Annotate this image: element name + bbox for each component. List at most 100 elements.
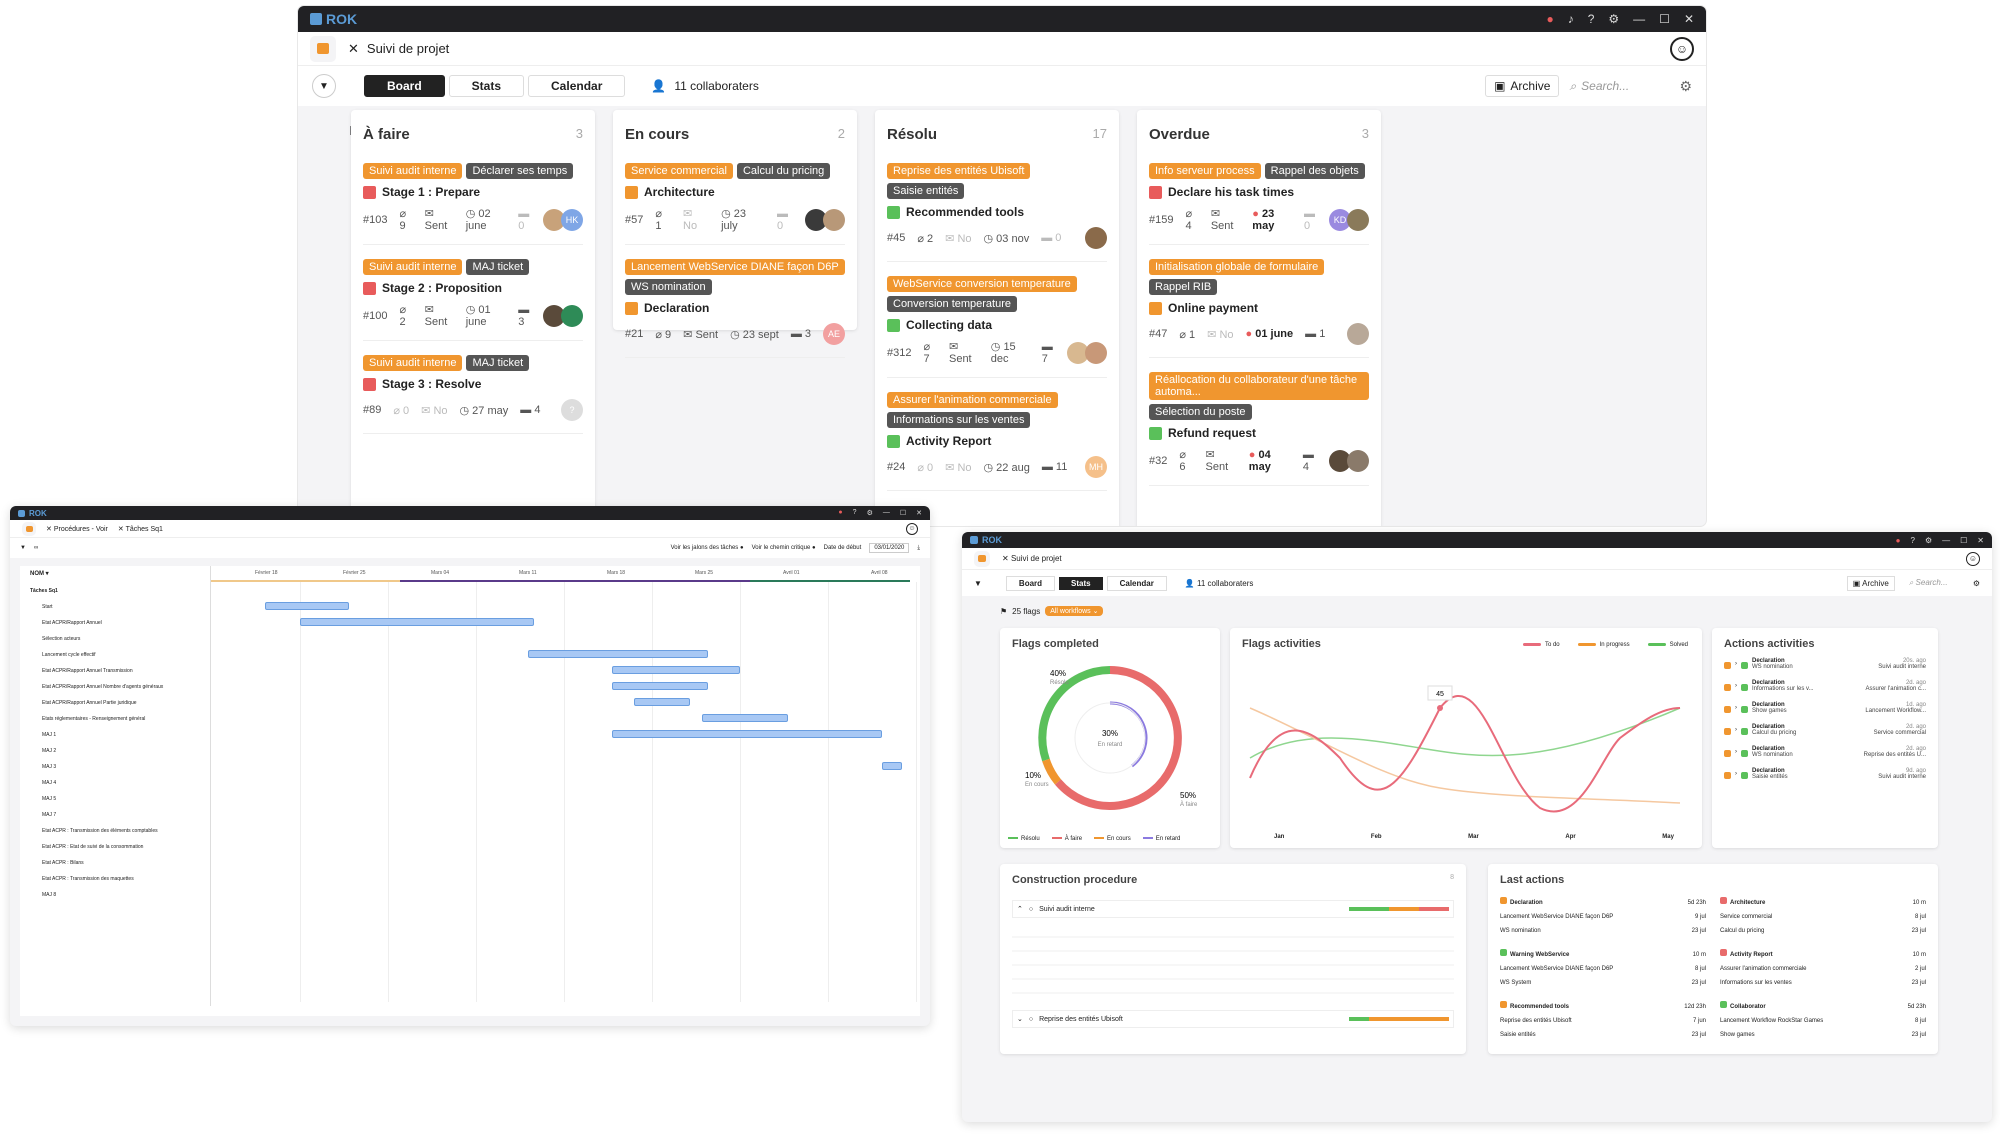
task-card[interactable]: WebService conversion temperature Convers…: [887, 272, 1107, 378]
task-tag[interactable]: Sélection du poste: [1149, 404, 1252, 420]
gantt-row-label[interactable]: Etat ACPR/Rapport Annuel Nombre d'agents…: [42, 684, 164, 690]
gantt-row-label[interactable]: Start: [42, 604, 53, 610]
procedure-row[interactable]: ⌃ ○ Suivi audit interne: [1012, 900, 1454, 918]
gantt-bar[interactable]: [612, 730, 882, 738]
help-icon[interactable]: ?: [1910, 535, 1915, 545]
settings-icon[interactable]: ⚙: [1679, 77, 1692, 94]
task-card[interactable]: Info serveur process Rappel des objets Dec…: [1149, 159, 1369, 245]
view-calendar-button[interactable]: Calendar: [1106, 575, 1167, 591]
gantt-row-label[interactable]: MAJ 2: [42, 748, 57, 754]
action-item[interactable]: › Declaration 20s. ago WS nomination Suivi a…: [1724, 658, 1926, 670]
task-tag[interactable]: MAJ ticket: [466, 355, 530, 371]
last-action-item[interactable]: Declaration 5d 23h Lancement WebService DI…: [1500, 896, 1706, 938]
task-tag[interactable]: Calcul du pricing: [736, 163, 831, 179]
gantt-row-label[interactable]: Etat ACPR : Transmission des éléments co…: [42, 828, 158, 834]
task-card[interactable]: Réallocation du collaborateur d'une tâch…: [1149, 368, 1369, 486]
workflow-tag[interactable]: Réallocation du collaborateur d'une tâch…: [1149, 372, 1369, 400]
help-icon[interactable]: ?: [852, 509, 857, 516]
gantt-row-label[interactable]: MAJ 7: [42, 812, 57, 818]
task-tag[interactable]: Déclarer ses temps: [466, 163, 574, 179]
workflow-tag[interactable]: Info serveur process: [1149, 163, 1261, 179]
app-icon[interactable]: [22, 521, 36, 536]
gantt-bar[interactable]: [265, 602, 349, 610]
task-tag[interactable]: Rappel RIB: [1149, 279, 1218, 295]
date-input[interactable]: 03/01/2020: [869, 543, 910, 553]
task-card[interactable]: Service commercial Calcul du pricing Archi…: [625, 159, 845, 245]
avatar[interactable]: [1085, 227, 1107, 249]
view-calendar-button[interactable]: Calendar: [528, 75, 626, 97]
view-board-button[interactable]: Board: [364, 75, 445, 97]
tab-taches[interactable]: ✕ Tâches Sq1: [117, 525, 163, 533]
action-item[interactable]: › Declaration 2d. ago Informations sur les …: [1724, 680, 1926, 692]
archive-button[interactable]: ▣ Archive: [1846, 575, 1895, 591]
col-header[interactable]: NOM ▾: [30, 571, 49, 577]
filter-icon[interactable]: ▼: [974, 578, 982, 588]
gantt-bar[interactable]: [528, 650, 708, 658]
task-card[interactable]: Initialisation globale de formulaire Rapp…: [1149, 255, 1369, 358]
app-icon[interactable]: [310, 35, 336, 62]
avatar[interactable]: AE: [823, 323, 845, 345]
gantt-row-label[interactable]: MAJ 5: [42, 796, 57, 802]
task-tag[interactable]: Conversion temperature: [887, 296, 1018, 312]
avatar[interactable]: [543, 208, 566, 231]
workflow-tag[interactable]: Service commercial: [625, 163, 733, 179]
task-card[interactable]: Lancement WebService DIANE façon D6P WS n…: [625, 255, 845, 358]
user-avatar-icon[interactable]: ☺: [1966, 551, 1980, 566]
avatar[interactable]: [1347, 449, 1369, 472]
gantt-bar[interactable]: [634, 698, 690, 706]
avatar[interactable]: [805, 208, 827, 231]
user-avatar-icon[interactable]: ☺: [906, 522, 918, 535]
avatar[interactable]: ?: [561, 399, 583, 421]
maximize-icon[interactable]: ☐: [1960, 535, 1968, 545]
last-action-item[interactable]: Warning WebService 10 m Lancement WebServi…: [1500, 948, 1706, 990]
last-action-item[interactable]: Activity Report 10 m Assurer l'animation c…: [1720, 948, 1926, 990]
view-stats-button[interactable]: Stats: [1059, 576, 1103, 590]
search-input[interactable]: ⌕ Search...: [1569, 75, 1669, 97]
task-card[interactable]: Suivi audit interne MAJ ticket Stage 3 : R…: [363, 351, 583, 434]
tab-suivi[interactable]: ✕ Suivi de projet: [1002, 554, 1062, 563]
workflow-tag[interactable]: Suivi audit interne: [363, 163, 463, 179]
avatar[interactable]: [1347, 323, 1369, 345]
action-item[interactable]: › Declaration 9d. ago Saisie entités Suivi a…: [1724, 768, 1926, 780]
gantt-bar[interactable]: [612, 666, 740, 674]
gantt-row-label[interactable]: Etat ACPR : Etat de suivi de la consomma…: [42, 844, 144, 850]
close-tab-icon[interactable]: ✕: [348, 40, 359, 56]
close-icon[interactable]: ✕: [1977, 535, 1984, 545]
help-icon[interactable]: ?: [1587, 12, 1595, 26]
gantt-row-label[interactable]: Lancement cycle effectif: [42, 652, 96, 658]
gantt-row-label[interactable]: Etat ACPR/Rapport Annuel Transmission: [42, 668, 133, 674]
mic-icon[interactable]: ♪: [1567, 12, 1574, 26]
task-tag[interactable]: Rappel des objets: [1264, 163, 1365, 179]
task-card[interactable]: Suivi audit interne MAJ ticket Stage 2 : P…: [363, 255, 584, 341]
action-item[interactable]: › Declaration 1d. ago Show games Lancement W…: [1724, 702, 1926, 714]
alert-icon[interactable]: ●: [1895, 535, 1901, 545]
workflow-tag[interactable]: WebService conversion temperature: [887, 276, 1077, 292]
task-card[interactable]: Reprise des entités Ubisoft Saisie entité…: [887, 159, 1107, 262]
user-avatar-icon[interactable]: ☺: [1670, 36, 1694, 61]
avatar[interactable]: [543, 304, 566, 327]
task-tag[interactable]: Informations sur les ventes: [887, 412, 1031, 428]
gear-icon[interactable]: ⚙: [1924, 535, 1933, 545]
close-icon[interactable]: ✕: [1683, 12, 1694, 26]
last-action-item[interactable]: Architecture 10 m Service commercial 8 jul C…: [1720, 896, 1926, 938]
last-action-item[interactable]: Recommended tools 12d 23h Reprise des enti…: [1500, 1000, 1706, 1042]
gear-icon[interactable]: ⚙: [866, 510, 873, 517]
minimize-icon[interactable]: —: [1942, 535, 1951, 545]
action-item[interactable]: › Declaration 2d. ago Calcul du pricing Serv…: [1724, 724, 1926, 736]
tab-suivi[interactable]: ✕ Suivi de projet: [348, 41, 449, 57]
gantt-bar[interactable]: [882, 762, 902, 770]
gantt-row-label[interactable]: MAJ 8: [42, 892, 57, 898]
avatar[interactable]: KD: [1329, 208, 1351, 231]
avatar[interactable]: MH: [1085, 456, 1107, 478]
alert-icon[interactable]: ●: [838, 509, 843, 516]
avatar[interactable]: [1067, 341, 1089, 364]
opt-chemin[interactable]: Voir le chemin critique ●: [751, 545, 816, 551]
view-board-button[interactable]: Board: [1005, 575, 1056, 591]
workflow-tag[interactable]: Assurer l'animation commerciale: [887, 392, 1058, 408]
search-input[interactable]: ⌕ Search...: [1908, 578, 1948, 587]
alert-icon[interactable]: ●: [1546, 12, 1554, 26]
settings-icon[interactable]: ⚙: [1972, 578, 1980, 588]
minimize-icon[interactable]: —: [882, 509, 890, 516]
filter-icon[interactable]: ▼: [312, 74, 336, 98]
task-card[interactable]: Suivi audit interne Déclarer ses temps Sta…: [363, 159, 584, 245]
